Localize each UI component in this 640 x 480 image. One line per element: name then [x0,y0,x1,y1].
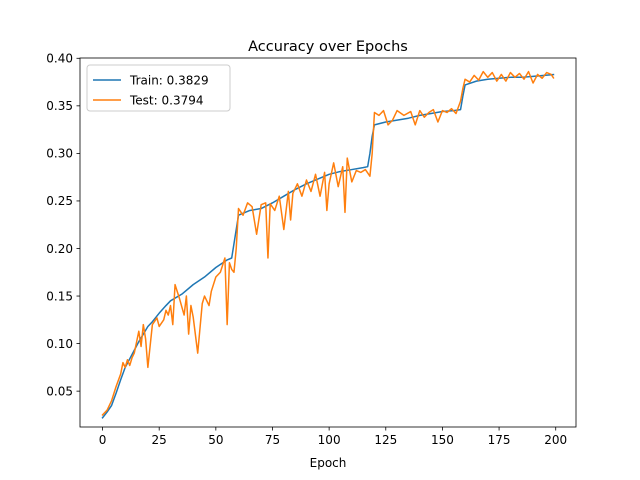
x-tick-label: 200 [544,433,567,447]
legend-label-train: Train: 0.3829 [129,73,209,87]
x-axis-title: Epoch [310,456,347,470]
x-tick-label: 125 [374,433,397,447]
x-tick-label: 175 [488,433,511,447]
legend-box [86,64,231,112]
plot-frame [79,57,577,428]
x-axis: 0 25 50 75 100 125 150 175 200 [99,427,567,447]
x-tick-label: 25 [152,433,167,447]
y-tick-label: 0.20 [46,242,73,256]
y-tick-label: 0.40 [46,52,73,66]
legend: Train: 0.3829 Test: 0.3794 [86,64,231,112]
y-tick-label: 0.25 [46,194,73,208]
x-tick-label: 150 [431,433,454,447]
y-axis: 0.05 0.10 0.15 0.20 0.25 0.30 0.35 0.40 [46,52,80,398]
x-tick-label: 75 [265,433,280,447]
series-line-train [101,73,555,419]
y-tick-label: 0.30 [46,147,73,161]
y-tick-label: 0.05 [46,384,73,398]
x-tick-label: 0 [99,433,107,447]
y-tick-label: 0.35 [46,99,73,113]
chart-title: Accuracy over Epochs [248,39,408,55]
y-tick-label: 0.10 [46,337,73,351]
legend-label-test: Test: 0.3794 [129,93,203,107]
plot-lines [101,70,555,419]
x-tick-label: 50 [208,433,223,447]
y-tick-label: 0.15 [46,289,73,303]
series-line-test [101,70,555,416]
x-tick-label: 100 [318,433,341,447]
